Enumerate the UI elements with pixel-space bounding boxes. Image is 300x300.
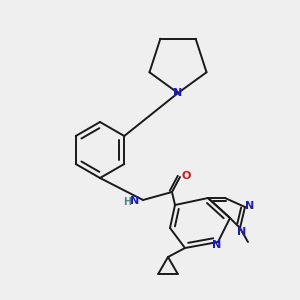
Text: N: N: [237, 227, 247, 237]
Text: N: N: [245, 201, 255, 211]
Text: N: N: [173, 88, 183, 98]
Text: O: O: [181, 171, 191, 181]
Text: N: N: [130, 196, 140, 206]
Text: H: H: [123, 197, 131, 207]
Text: N: N: [212, 240, 222, 250]
